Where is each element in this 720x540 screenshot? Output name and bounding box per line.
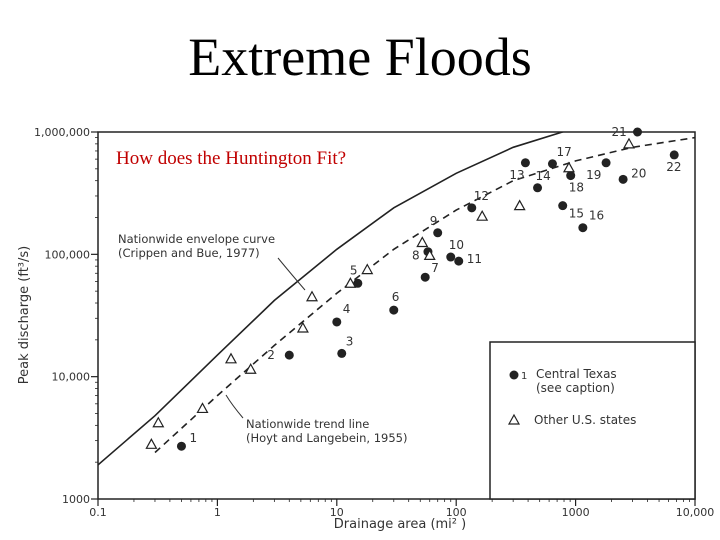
other-states-point (196, 402, 209, 414)
central-texas-point (618, 174, 628, 184)
x-tick-label: 0.1 (89, 506, 107, 519)
point-label: 8 (412, 249, 420, 263)
plot-frame (97, 131, 696, 500)
central-texas-point (353, 278, 363, 288)
trend-annotation-line1: Nationwide trend line (246, 417, 369, 431)
other-states-point (305, 290, 319, 302)
point-label: 5 (350, 263, 358, 277)
point-label: 14 (536, 169, 551, 183)
other-states-point (416, 236, 429, 248)
other-states-point (513, 199, 526, 211)
other-states-point (152, 416, 165, 428)
y-tick-label: 100,000 (45, 248, 91, 261)
x-axis-label: Drainage area (mi² ) (334, 517, 466, 532)
central-texas-point (446, 252, 456, 262)
central-texas-point (433, 228, 443, 238)
point-label: 20 (631, 166, 646, 180)
other-states-point (224, 352, 238, 364)
point-label: 7 (431, 261, 439, 275)
point-label: 9 (430, 214, 438, 228)
point-label: 6 (392, 290, 400, 304)
point-label: 21 (612, 125, 627, 139)
point-label: 18 (569, 181, 584, 195)
y-tick-label: 10,000 (52, 371, 91, 384)
central-texas-point (332, 317, 342, 327)
data-points (145, 127, 679, 451)
point-label: 16 (589, 209, 604, 223)
point-label: 12 (474, 189, 489, 203)
x-axis: 0.1 1 10 100 1000 10,000 (89, 499, 714, 519)
slide-title: Extreme Floods (188, 27, 532, 87)
central-texas-point (420, 272, 430, 282)
other-states-point (145, 438, 158, 449)
point-label: 11 (467, 252, 482, 266)
envelope-annotation-line2: (Crippen and Bue, 1977) (118, 246, 260, 260)
other-states-point (344, 277, 357, 288)
central-texas-point (176, 441, 186, 451)
central-texas-point (454, 256, 464, 266)
central-texas-point (337, 348, 347, 358)
central-texas-point (669, 150, 679, 160)
point-label: 19 (586, 168, 601, 182)
envelope-curve (98, 132, 566, 466)
x-tick-label: 1000 (562, 506, 590, 519)
point-label: 2 (267, 348, 275, 362)
other-states-point (361, 263, 374, 275)
other-states-point (562, 161, 575, 173)
trend-line (154, 136, 695, 454)
legend-central-texas-line1: Central Texas (536, 367, 617, 381)
central-texas-point (547, 159, 557, 169)
legend-triangle-marker (507, 413, 521, 425)
central-texas-point (601, 158, 611, 168)
x-tick-label: 100 (446, 506, 467, 519)
point-label: 1 (189, 431, 197, 445)
other-states-point (476, 209, 489, 221)
point-label: 10 (449, 238, 464, 252)
point-label: 22 (666, 160, 681, 174)
central-texas-point (533, 183, 543, 193)
envelope-annotation-line1: Nationwide envelope curve (118, 232, 275, 246)
slide-question: How does the Huntington Fit? (116, 148, 346, 169)
trend-annotation-line2: (Hoyt and Langebein, 1955) (246, 431, 407, 445)
central-texas-point (558, 201, 568, 211)
other-states-point (244, 363, 257, 374)
y-axis: 1000 10,000 100,000 1,000,000 (34, 126, 98, 506)
x-tick-label: 1 (214, 506, 221, 519)
x-tick-label: 10 (330, 506, 344, 519)
other-states-point (622, 137, 636, 149)
curves (98, 132, 695, 466)
central-texas-point (389, 305, 399, 315)
trend-annotation-leader (225, 394, 244, 419)
point-label: 4 (343, 302, 351, 316)
legend-box: 1 Central Texas (see caption) Other U.S.… (489, 341, 696, 500)
y-tick-label: 1,000,000 (34, 126, 90, 139)
point-label: 3 (346, 334, 354, 348)
point-label: 17 (556, 145, 571, 159)
central-texas-point (633, 127, 643, 137)
legend-other-states: Other U.S. states (534, 413, 636, 427)
other-states-point (296, 321, 309, 333)
central-texas-point (284, 350, 294, 360)
legend-circle-marker (509, 370, 519, 380)
y-tick-label: 1000 (62, 493, 90, 506)
central-texas-point (578, 223, 588, 233)
legend-circle-number: 1 (521, 371, 527, 382)
x-tick-label: 10,000 (676, 506, 715, 519)
legend-central-texas-line2: (see caption) (536, 381, 615, 395)
envelope-annotation-leader (277, 257, 306, 291)
central-texas-point (566, 171, 576, 181)
central-texas-point (467, 203, 477, 213)
central-texas-point (520, 158, 530, 168)
other-states-point (423, 249, 436, 261)
y-axis-label: Peak discharge (ft³/s) (17, 246, 32, 384)
point-label: 15 (569, 207, 584, 221)
point-label: 13 (509, 168, 524, 182)
